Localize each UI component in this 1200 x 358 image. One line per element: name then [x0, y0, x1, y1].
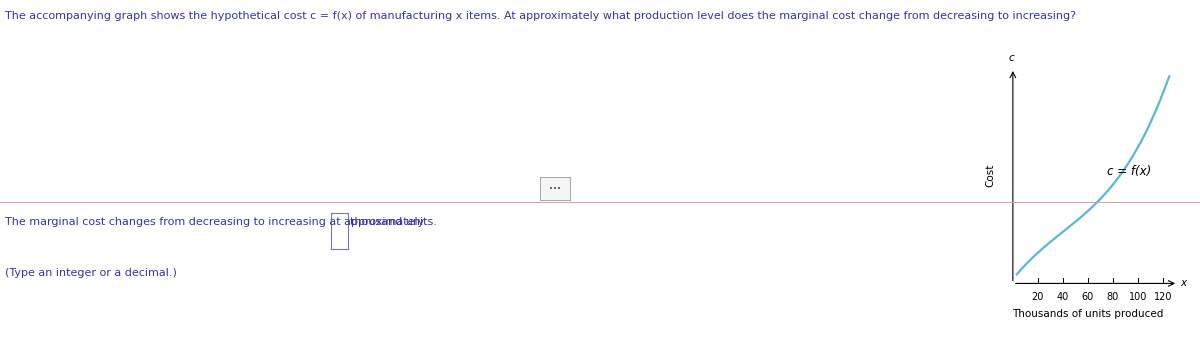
Text: 80: 80 — [1106, 291, 1120, 301]
Text: thousand units.: thousand units. — [350, 217, 437, 227]
Text: The marginal cost changes from decreasing to increasing at approximately: The marginal cost changes from decreasin… — [5, 217, 424, 227]
Text: c = f(x): c = f(x) — [1106, 165, 1151, 178]
Text: c: c — [1009, 53, 1014, 63]
Text: 120: 120 — [1153, 291, 1172, 301]
Text: (Type an integer or a decimal.): (Type an integer or a decimal.) — [5, 268, 176, 279]
Text: x: x — [1180, 279, 1186, 289]
Text: 100: 100 — [1129, 291, 1147, 301]
Text: Cost: Cost — [985, 164, 995, 188]
Text: The accompanying graph shows the hypothetical cost c = f(x) of manufacturing x i: The accompanying graph shows the hypothe… — [5, 11, 1076, 21]
Text: Thousands of units produced: Thousands of units produced — [1013, 309, 1164, 319]
Text: 60: 60 — [1082, 291, 1094, 301]
Text: 40: 40 — [1057, 291, 1069, 301]
Text: •••: ••• — [550, 186, 562, 192]
Text: 20: 20 — [1032, 291, 1044, 301]
